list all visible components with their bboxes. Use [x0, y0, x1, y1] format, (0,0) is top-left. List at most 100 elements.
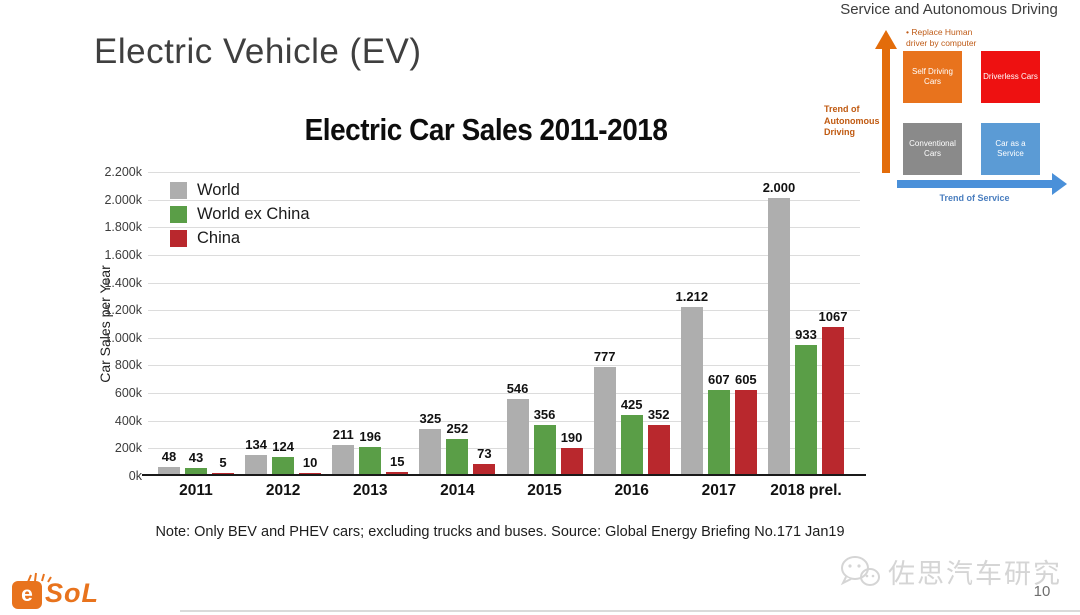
y-tick-label: 1.200k	[104, 303, 142, 318]
gridline	[148, 227, 860, 229]
logo-letter-e: e	[21, 583, 33, 606]
bar-world-2016	[593, 366, 616, 474]
bar-world-2011	[158, 467, 180, 474]
gridline	[148, 393, 860, 395]
x-axis-tick-labels: 2011 2012 2013 2014 2015 2016 2017 2018 prel.	[148, 482, 860, 504]
bar-value-label: 1.212	[675, 288, 709, 304]
chart-legend: World World ex China China	[170, 181, 310, 253]
legend-label: China	[197, 229, 241, 247]
gridline	[148, 254, 860, 256]
gridline	[148, 199, 860, 201]
x-tick-label: 2018 prel.	[770, 482, 842, 499]
bar-value-label: 356	[533, 406, 556, 422]
up-arrow-shaft	[882, 48, 890, 173]
x-tick-label: 2012	[265, 482, 301, 499]
x-tick-label: 2014	[440, 482, 475, 499]
autonomous-driving-diagram: Service and Autonomous Driving • Replace…	[818, 0, 1080, 212]
quadrant-bottom-right: Car as a Service	[981, 123, 1040, 175]
bar-value-label: 252	[446, 421, 469, 437]
bar-value-label: 2.000	[762, 179, 796, 195]
esol-logo-text: SoL	[45, 578, 99, 608]
bar-china-2017	[734, 390, 757, 474]
bar-value-label: 546	[506, 380, 529, 396]
right-arrow-icon	[1052, 173, 1067, 195]
bar-value-label: 5	[219, 454, 227, 470]
watermark: 佐思汽车研究	[838, 552, 1062, 591]
bar-value-label: 43	[188, 450, 204, 466]
gridline	[148, 365, 860, 367]
bar-world-ex-china-2013	[359, 446, 382, 474]
diagram-title: Service and Autonomous Driving	[840, 1, 1058, 18]
gridline	[148, 310, 860, 312]
y-tick-label: 1.800k	[104, 220, 142, 235]
y-tick-label: 2.000k	[104, 192, 142, 207]
bar-world-ex-china-2014	[446, 439, 469, 474]
bar-world-ex-china-2018prel	[794, 345, 817, 474]
bar-chart-plot-area: World World ex China China 48 43 5 134 124 10 21…	[142, 172, 866, 476]
y-tick-label: 400k	[114, 413, 142, 428]
bar-value-label: 73	[477, 445, 492, 461]
x-tick-label: 2013	[353, 482, 388, 499]
x-tick-label: 2015	[527, 482, 562, 499]
y-axis-tick-labels: 0k 200k 400k 600k 800k 1.000k 1.200k 1.400k 1.60…	[52, 165, 142, 483]
bar-world-2012	[245, 455, 268, 474]
bar-china-2014	[473, 463, 496, 474]
bar-value-label: 425	[620, 397, 643, 413]
legend-swatch	[170, 230, 187, 247]
sun-rays-icon	[27, 572, 52, 583]
bar-china-2016	[647, 425, 670, 474]
quadrant-bottom-left: Conventional Cars	[903, 123, 962, 175]
legend-item: World ex China	[170, 205, 310, 224]
gridline	[148, 282, 860, 284]
y-tick-label: 1.000k	[104, 330, 142, 345]
source-note: Note: Only BEV and PHEV cars; excluding …	[155, 524, 845, 540]
bar-china-2018prel	[821, 326, 844, 474]
bar-world-ex-china-2011	[185, 468, 207, 474]
bar-china-2013	[386, 471, 409, 474]
gridline	[148, 420, 860, 422]
x-tick-label: 2017	[701, 482, 737, 499]
legend-label: World ex China	[197, 205, 310, 223]
gridline	[148, 337, 860, 339]
bar-value-label: 196	[359, 428, 382, 444]
bar-china-2015	[560, 447, 583, 474]
legend-label: World	[197, 181, 240, 199]
bar-value-label: 1067	[818, 308, 848, 324]
y-tick-label: 2.200k	[104, 165, 142, 179]
bar-world-ex-china-2015	[533, 424, 556, 474]
bar-value-label: 605	[734, 372, 757, 388]
wechat-icon	[840, 555, 880, 586]
esol-logo-icon: e	[12, 572, 52, 609]
legend-item: World	[170, 181, 310, 200]
bar-value-label: 10	[302, 454, 318, 470]
bar-world-ex-china-2017	[707, 390, 730, 474]
y-tick-label: 600k	[114, 386, 142, 401]
quadrant-top-left: Self Driving Cars	[903, 51, 962, 103]
bottom-divider	[180, 610, 1080, 612]
bar-value-label: 325	[419, 411, 442, 427]
gridline	[148, 172, 860, 173]
bar-value-label: 190	[560, 429, 583, 445]
bar-world-2018prel	[767, 197, 790, 474]
y-tick-label: 800k	[114, 358, 142, 373]
bar-value-label: 933	[795, 327, 817, 343]
bar-china-2012	[299, 472, 322, 474]
up-arrow-icon	[875, 30, 897, 49]
bar-value-label: 352	[647, 407, 670, 423]
bar-value-label: 607	[707, 372, 730, 388]
x-tick-label: 2011	[179, 482, 213, 499]
slide-title: Electric Vehicle (EV)	[94, 32, 422, 71]
esol-logo: e SoL	[12, 572, 99, 609]
y-tick-label: 1.400k	[104, 275, 142, 290]
page-number: 10	[1033, 583, 1051, 600]
diagram-bullet: • Replace Human driver by computer	[906, 27, 992, 48]
bar-value-label: 211	[332, 426, 354, 442]
bullet-marker: •	[906, 27, 909, 37]
bar-value-label: 15	[390, 453, 405, 469]
bar-world-ex-china-2012	[272, 456, 295, 474]
legend-swatch	[170, 182, 187, 199]
watermark-text: 佐思汽车研究	[888, 559, 1062, 589]
x-axis-line	[142, 474, 866, 476]
y-tick-label: 1.600k	[104, 247, 142, 262]
